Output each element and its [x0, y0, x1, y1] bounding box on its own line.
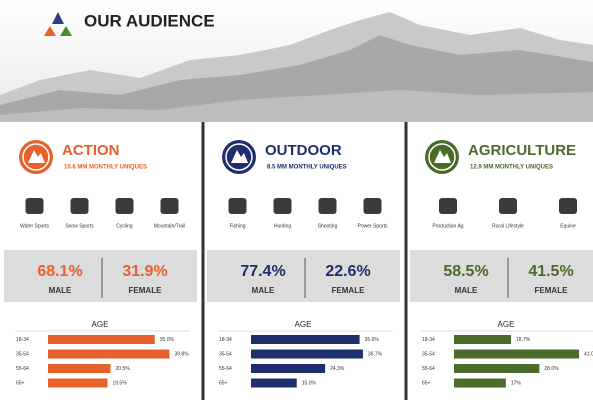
age-bar	[251, 364, 325, 373]
activity-label: Hunting	[274, 223, 291, 229]
female-share: 22.6%	[325, 263, 370, 280]
age-bar	[454, 335, 511, 344]
age-value-label: 35.0%	[160, 337, 175, 343]
activity-icon	[319, 198, 337, 214]
male-label: MALE	[455, 286, 478, 295]
age-bar	[251, 350, 363, 359]
male-share: 68.1%	[37, 263, 82, 280]
age-value-label: 20.5%	[116, 366, 131, 372]
activity-label: Cycling	[116, 223, 133, 229]
age-value-label: 17%	[511, 380, 522, 386]
activity-label: Rural Lifestyle	[492, 223, 524, 229]
age-bar	[48, 379, 107, 388]
panel-title: OUTDOOR	[265, 142, 342, 159]
panel-title: AGRICULTURE	[468, 142, 576, 159]
age-value-label: 24.3%	[330, 366, 345, 372]
age-category: 35-54	[16, 351, 29, 357]
activity-icon	[161, 198, 179, 214]
panel-title: ACTION	[62, 142, 120, 159]
male-share: 58.5%	[443, 263, 488, 280]
age-bar	[48, 350, 169, 359]
age-category: 65+	[16, 380, 25, 386]
activity-icon	[229, 198, 247, 214]
female-label: FEMALE	[535, 286, 569, 295]
activity-label: Water Sports	[20, 223, 49, 229]
age-value-label: 39.8%	[174, 351, 189, 357]
age-category: 55-64	[422, 366, 435, 372]
activity-label: Shooting	[318, 223, 338, 229]
infographic: OUR AUDIENCE ACTION 10.6 MM MONTHLY UNIQU…	[0, 0, 593, 400]
activity-label: Snow Sports	[65, 223, 94, 229]
panel-subtitle: 8.5 MM MONTHLY UNIQUES	[267, 165, 347, 171]
age-title: AGE	[498, 320, 515, 329]
age-category: 18-34	[219, 337, 232, 343]
age-category: 18-34	[422, 337, 435, 343]
gender-band	[207, 250, 400, 302]
activity-icon	[71, 198, 89, 214]
age-category: 55-64	[16, 366, 29, 372]
page-title: OUR AUDIENCE	[84, 11, 215, 30]
age-bar	[251, 379, 297, 388]
panel-subtitle: 10.6 MM MONTHLY UNIQUES	[64, 165, 147, 171]
age-value-label: 28.0%	[544, 366, 559, 372]
age-bar	[454, 364, 539, 373]
age-value-label: 15.0%	[302, 380, 317, 386]
age-title: AGE	[92, 320, 109, 329]
activity-label: Power Sports	[357, 223, 388, 229]
activity-label: Fishing	[229, 223, 245, 229]
female-label: FEMALE	[129, 286, 163, 295]
panel-subtitle: 12.9 MM MONTHLY UNIQUES	[470, 165, 553, 171]
age-value-label: 19.5%	[112, 380, 127, 386]
activity-icon	[499, 198, 517, 214]
female-share: 41.5%	[528, 263, 573, 280]
age-category: 55-64	[219, 366, 232, 372]
activity-label: Equine	[560, 223, 576, 229]
male-label: MALE	[252, 286, 275, 295]
age-category: 35-54	[219, 351, 232, 357]
age-value-label: 18.7%	[516, 337, 531, 343]
activity-icon	[559, 198, 577, 214]
female-label: FEMALE	[332, 286, 366, 295]
age-bar	[454, 379, 506, 388]
activity-icon	[116, 198, 134, 214]
gender-band	[4, 250, 197, 302]
age-bar	[251, 335, 360, 344]
age-value-label: 41.0%	[584, 351, 593, 357]
age-category: 65+	[422, 380, 431, 386]
activity-label: Production Ag	[432, 223, 463, 229]
activity-icon	[274, 198, 292, 214]
age-value-label: 35.6%	[365, 337, 380, 343]
male-share: 77.4%	[240, 263, 285, 280]
activity-icon	[26, 198, 44, 214]
age-bar	[454, 350, 579, 359]
activity-label: Mountain/Trail	[154, 223, 186, 229]
age-bar	[48, 364, 111, 373]
age-bar	[48, 335, 155, 344]
male-label: MALE	[49, 286, 72, 295]
age-category: 35-54	[422, 351, 435, 357]
age-category: 65+	[219, 380, 228, 386]
female-share: 31.9%	[122, 263, 167, 280]
activity-icon	[364, 198, 382, 214]
age-title: AGE	[295, 320, 312, 329]
age-category: 18-34	[16, 337, 29, 343]
activity-icon	[439, 198, 457, 214]
age-value-label: 36.7%	[368, 351, 383, 357]
